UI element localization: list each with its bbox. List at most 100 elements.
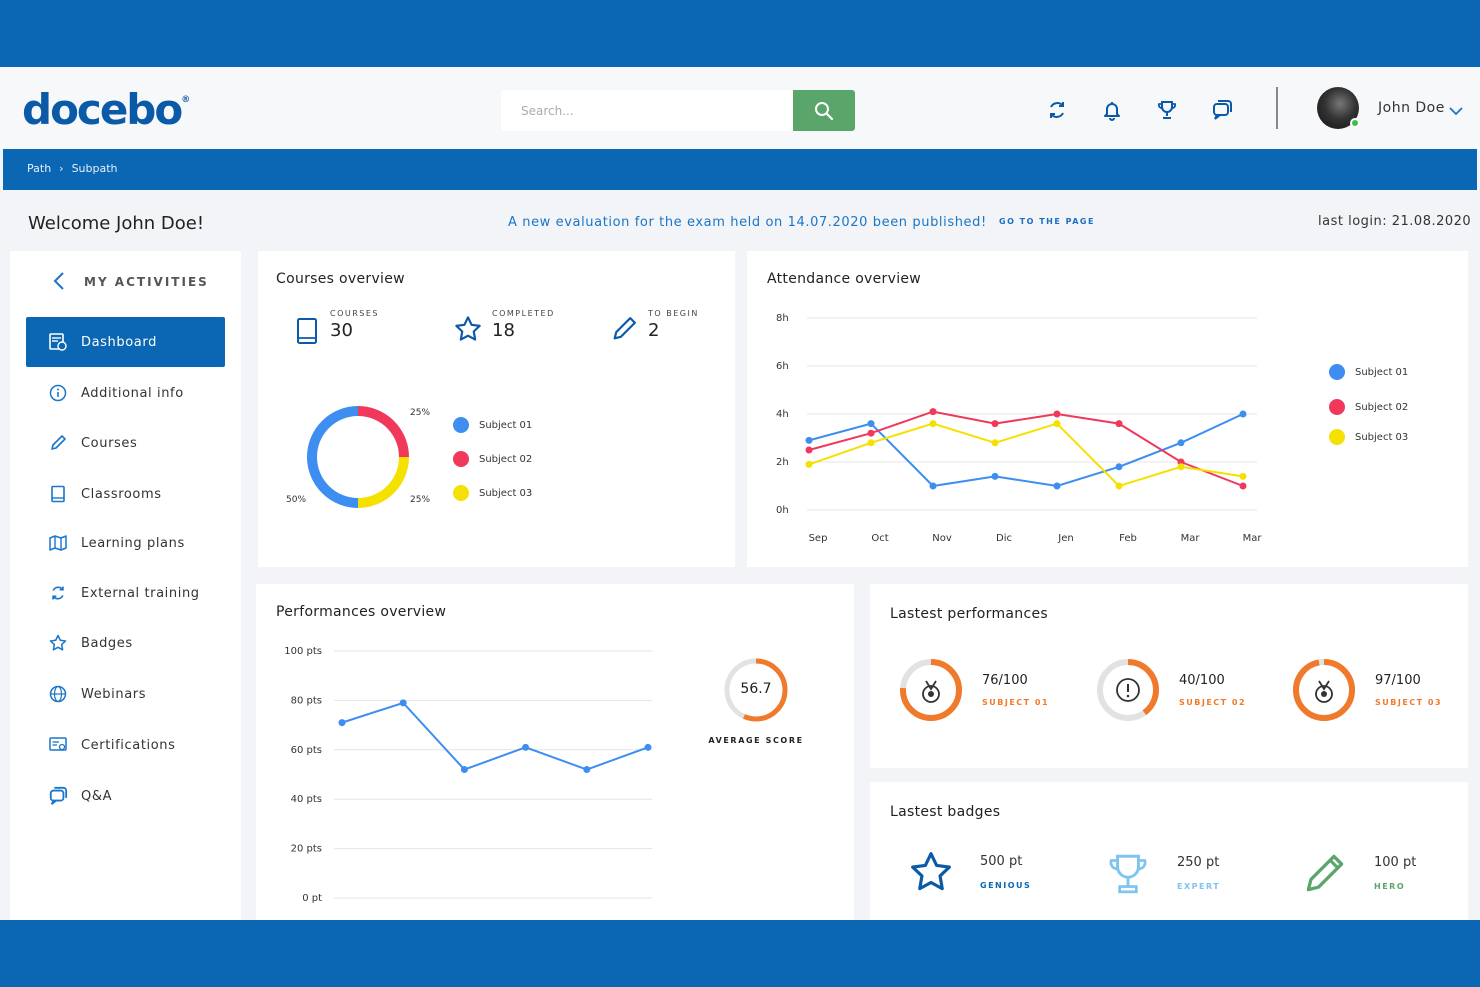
average-score-label: AVERAGE SCORE [708,736,804,745]
data-point [1053,482,1061,490]
breadcrumb-path[interactable]: Path [27,162,52,175]
sidebar-item-label: Badges [81,635,133,651]
alert-icon [1116,678,1140,702]
trophy-button[interactable] [1154,97,1180,123]
book-icon [48,484,68,504]
y-tick-label: 100 pts [284,646,322,657]
sidebar-item-qa[interactable]: Q&A [26,771,225,821]
data-point [1177,439,1185,447]
y-tick-label: 0h [776,505,789,516]
star-icon [455,316,481,341]
avatar[interactable] [1317,87,1360,129]
data-point [583,766,591,774]
dashboard-icon [48,332,68,352]
series-line [808,422,1244,488]
donut-slice [357,406,409,458]
sidebar-item-external-training[interactable]: External training [26,568,225,618]
legend-item: Subject 03 [453,485,532,501]
donut-label: 25% [410,495,430,505]
y-tick-label: 2h [776,457,789,468]
stat-value: 30 [330,320,353,341]
search-input[interactable] [501,90,793,131]
globe-icon [48,684,68,704]
data-point [1115,482,1123,490]
badge-item-1[interactable]: 500 pt GENIOUS [908,850,1031,894]
legend-label: Subject 02 [479,453,533,465]
sync-icon [1050,102,1064,118]
legend-item: Subject 02 [1329,399,1408,415]
breadcrumb-subpath[interactable]: Subpath [71,162,118,175]
map-icon [48,533,68,553]
header-divider [1276,87,1278,129]
x-tick-label: Dic [996,533,1012,544]
sidebar-item-learning-plans[interactable]: Learning plans [26,518,225,568]
data-point [929,420,937,428]
series-line [341,701,649,771]
sidebar-item-courses[interactable]: Courses [26,418,225,468]
legend-swatch [1329,429,1345,445]
messages-button[interactable] [1209,97,1235,123]
stat-value: 2 [648,320,660,341]
sidebar-item-webinars[interactable]: Webinars [26,669,225,719]
data-point [1177,463,1185,471]
performance-item-2[interactable]: 40/100 SUBJECT 02 [1095,657,1246,723]
online-status-dot [1350,118,1360,128]
sidebar-item-badges[interactable]: Badges [26,618,225,668]
chevron-left-icon [53,272,64,290]
performances-overview-title: Performances overview [276,604,447,620]
data-point [1053,410,1061,418]
performance-subject: SUBJECT 02 [1179,698,1247,707]
sidebar-back-button[interactable] [52,271,66,295]
y-tick-label: 60 pts [291,745,322,756]
sidebar-item-certifications[interactable]: Certifications [26,720,225,770]
sidebar-item-classrooms[interactable]: Classrooms [26,469,225,519]
attendance-overview-title: Attendance overview [767,271,922,287]
y-tick-label: 40 pts [291,794,322,805]
x-tick-label: Nov [932,533,952,544]
latest-badges-title: Lastest badges [890,804,1001,820]
sync-button[interactable] [1044,97,1070,123]
medal-icon [1315,680,1333,703]
performance-gauge [900,659,962,721]
donut-label: 25% [410,408,430,418]
data-point [805,460,813,468]
performance-item-3[interactable]: 97/100 SUBJECT 03 [1291,657,1442,723]
pencil-icon [613,317,636,340]
x-tick-label: Feb [1119,533,1137,544]
legend-swatch [1329,399,1345,415]
last-login: last login: 21.08.2020 [1318,214,1472,229]
performance-gauge [1293,659,1355,721]
notifications-button[interactable] [1099,97,1125,123]
sidebar-item-label: Additional info [81,385,184,401]
legend-item: Subject 03 [1329,429,1408,445]
sidebar-item-dashboard[interactable]: Dashboard [26,317,225,367]
badge-item-2[interactable]: 250 pt EXPERT [1105,850,1220,896]
courses-overview-card: Courses overview COURSES 30 COMPLETED 18 T… [258,251,735,567]
sidebar-item-additional-info[interactable]: Additional info [26,368,225,418]
average-score-gauge [724,658,788,722]
breadcrumb-bar: Path › Subpath [3,149,1477,190]
user-name[interactable]: John Doe [1378,100,1445,116]
legend-label: Subject 02 [1355,401,1409,413]
performance-subject: SUBJECT 03 [1375,698,1443,707]
badge-item-3[interactable]: 100 pt HERO [1302,850,1416,896]
performance-item-1[interactable]: 76/100 SUBJECT 01 [898,657,1049,723]
donut-slice [307,406,359,508]
latest-performances-title: Lastest performances [890,606,1048,622]
data-point [991,472,999,480]
x-tick-label: Mar [1181,533,1201,544]
go-to-page-link[interactable]: GO TO THE PAGE [999,217,1095,226]
data-point [929,482,937,490]
series-line [808,410,1244,487]
latest-badges-card: Lastest badges 500 pt GENIOUS 250 pt EXPER… [870,782,1468,920]
stat-courses: COURSES 30 [296,309,379,347]
series-line [808,413,1244,488]
sync-icon [48,583,68,603]
info-icon [48,383,68,403]
user-menu-toggle[interactable] [1449,101,1463,120]
docebo-logo[interactable]: docebo® [22,85,191,134]
medal-icon [922,680,940,703]
search-button[interactable] [793,90,855,131]
search-icon [815,101,834,120]
y-tick-label: 6h [776,361,789,372]
